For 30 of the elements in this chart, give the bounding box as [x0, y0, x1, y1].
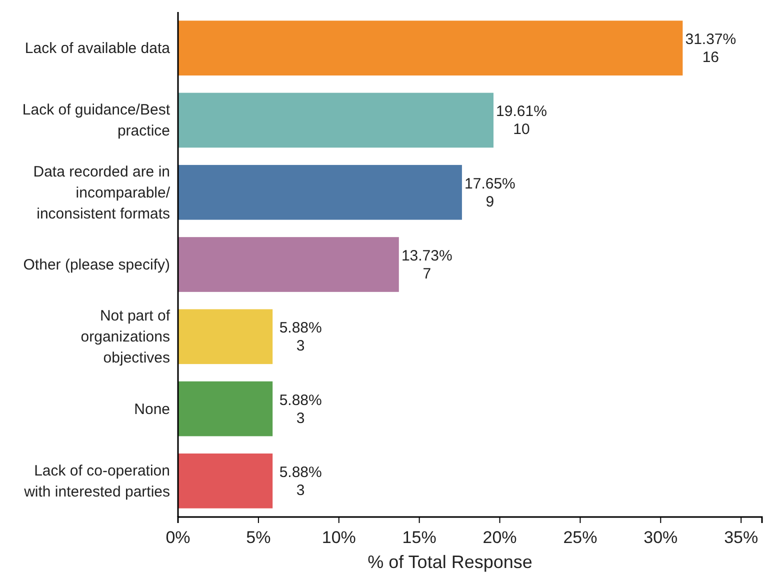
y-tick-label: Lack of guidance/Best practice — [22, 102, 171, 140]
bar — [178, 381, 273, 436]
y-tick-label: Data recorded are in incomparable/ inconsistent formats — [33, 163, 171, 222]
x-tick-label: 25% — [563, 528, 598, 547]
bar — [178, 164, 462, 220]
data-label: 19.61% 10 — [496, 103, 547, 138]
x-tick-label: 10% — [322, 528, 356, 547]
y-tick-label: Other (please specify) — [23, 256, 170, 274]
data-label: 31.37% 16 — [685, 31, 736, 66]
y-tick-label: Lack of available data — [24, 40, 171, 58]
data-label: 5.88% 3 — [279, 320, 322, 355]
bar — [178, 237, 399, 292]
x-tick-label: 20% — [482, 528, 517, 547]
y-tick-label: Lack of co-operation with interested parties — [23, 462, 170, 500]
data-label: 13.73% 7 — [401, 248, 452, 282]
data-label: 17.65% 9 — [464, 175, 516, 210]
y-tick-label: None — [134, 400, 170, 418]
y-tick-label: Not part of organizations objectives — [80, 308, 171, 367]
x-tick-label: 5% — [246, 528, 271, 547]
x-tick-label: 0% — [166, 528, 190, 547]
data-label: 5.88% 3 — [279, 392, 322, 427]
bar — [178, 454, 273, 508]
bar — [178, 20, 683, 76]
x-tick-label: 35% — [724, 528, 758, 547]
x-tick-label: 30% — [644, 528, 678, 547]
bar — [178, 92, 494, 148]
bar — [178, 309, 273, 364]
x-axis-title: % of Total Response — [368, 552, 532, 572]
data-label: 5.88% 3 — [279, 464, 322, 499]
x-tick-label: 15% — [402, 528, 436, 547]
